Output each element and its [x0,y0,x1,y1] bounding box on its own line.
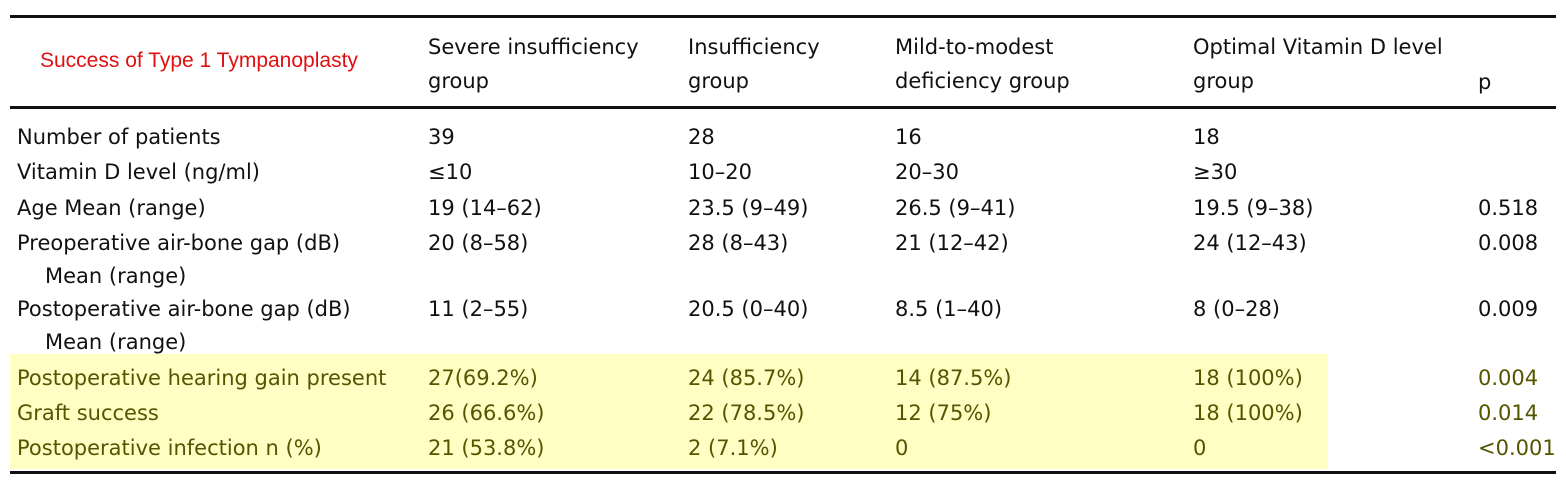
p-value-cell: <0.001 [1478,436,1556,460]
table-cell: 19 (14–62) [428,196,542,220]
table-cell: 14 (87.5%) [895,366,1012,390]
table-cell: 8.5 (1–40) [895,297,1003,321]
row-sublabel: Mean (range) [45,264,187,288]
table-cell: 21 (12–42) [895,231,1009,255]
table-cell: 0 [895,436,909,460]
column-header: Severe insufficiency [428,35,639,59]
table-cell: 22 (78.5%) [688,401,805,425]
table-cell: 20–30 [895,160,959,184]
table-cell: 26.5 (9–41) [895,196,1016,220]
table-cell: ≤10 [428,160,473,184]
table-cell: 18 (100%) [1193,366,1303,390]
table-cell: 27(69.2%) [428,366,538,390]
row-label: Vitamin D level (ng/ml) [17,160,260,184]
table-cell: 8 (0–28) [1193,297,1281,321]
table-cell: 20.5 (0–40) [688,297,809,321]
row-label: Number of patients [17,125,221,149]
row-label: Graft success [17,401,159,425]
column-header: group [688,69,749,93]
table-cell: 24 (85.7%) [688,366,805,390]
table-cell: 26 (66.6%) [428,401,545,425]
table-title: Success of Type 1 Tympanoplasty [40,49,358,72]
table-cell: 39 [428,125,455,149]
table-cell: 0 [1193,436,1207,460]
header-rule [10,106,1556,109]
table-cell: ≥30 [1193,160,1238,184]
row-sublabel: Mean (range) [45,330,187,354]
table-cell: 19.5 (9–38) [1193,196,1314,220]
column-header: group [428,69,489,93]
table-cell: 24 (12–43) [1193,231,1307,255]
table-cell: 2 (7.1%) [688,436,778,460]
table-cell: 16 [895,125,922,149]
table-cell: 12 (75%) [895,401,992,425]
row-label: Postoperative hearing gain present [17,366,387,390]
column-header: Insufficiency [688,35,820,59]
row-label: Postoperative air-bone gap (dB) [17,297,351,321]
column-header: deficiency group [895,69,1070,93]
row-label: Preoperative air-bone gap (dB) [17,231,341,255]
p-value-cell: 0.014 [1478,401,1539,425]
table-cell: 23.5 (9–49) [688,196,809,220]
highlight-region [10,354,1328,469]
table-cell: 28 [688,125,715,149]
row-label: Age Mean (range) [17,196,206,220]
row-label: Postoperative infection n (%) [17,436,322,460]
p-value-cell: 0.518 [1478,196,1539,220]
table-cell: 18 [1193,125,1220,149]
p-value-cell: 0.004 [1478,366,1539,390]
table-cell: 11 (2–55) [428,297,529,321]
table-cell: 18 (100%) [1193,401,1303,425]
column-header: Mild-to-modest [895,35,1054,59]
table-cell: 20 (8–58) [428,231,529,255]
column-header: Optimal Vitamin D level [1193,35,1443,59]
table-cell: 21 (53.8%) [428,436,545,460]
column-header: group [1193,69,1254,93]
column-header: p [1478,70,1492,94]
table-cell: 10–20 [688,160,752,184]
bottom-rule [10,471,1556,474]
p-value-cell: 0.009 [1478,297,1539,321]
table-cell: 28 (8–43) [688,231,789,255]
top-rule [10,15,1556,18]
p-value-cell: 0.008 [1478,231,1539,255]
